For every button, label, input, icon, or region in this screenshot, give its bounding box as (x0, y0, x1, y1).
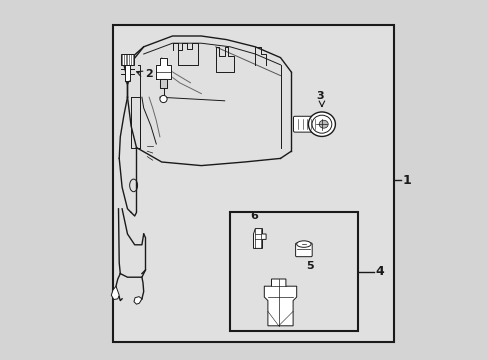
Ellipse shape (308, 112, 335, 136)
Bar (124, 65, 130, 81)
Polygon shape (134, 297, 142, 304)
Bar (121, 54, 134, 65)
Polygon shape (264, 279, 296, 326)
Polygon shape (111, 286, 119, 300)
FancyBboxPatch shape (293, 116, 317, 132)
Text: 2: 2 (145, 69, 153, 79)
Ellipse shape (319, 120, 327, 128)
Polygon shape (253, 229, 265, 248)
Text: 1: 1 (402, 174, 411, 186)
Polygon shape (156, 58, 170, 79)
Circle shape (160, 95, 167, 103)
Text: 4: 4 (375, 265, 384, 278)
Text: 3: 3 (316, 91, 323, 101)
Bar (113, 25, 393, 342)
Text: 6: 6 (249, 211, 257, 221)
FancyBboxPatch shape (295, 243, 311, 257)
Bar (230, 212, 357, 331)
Text: 5: 5 (305, 261, 313, 271)
Ellipse shape (296, 241, 310, 247)
Polygon shape (160, 79, 167, 88)
